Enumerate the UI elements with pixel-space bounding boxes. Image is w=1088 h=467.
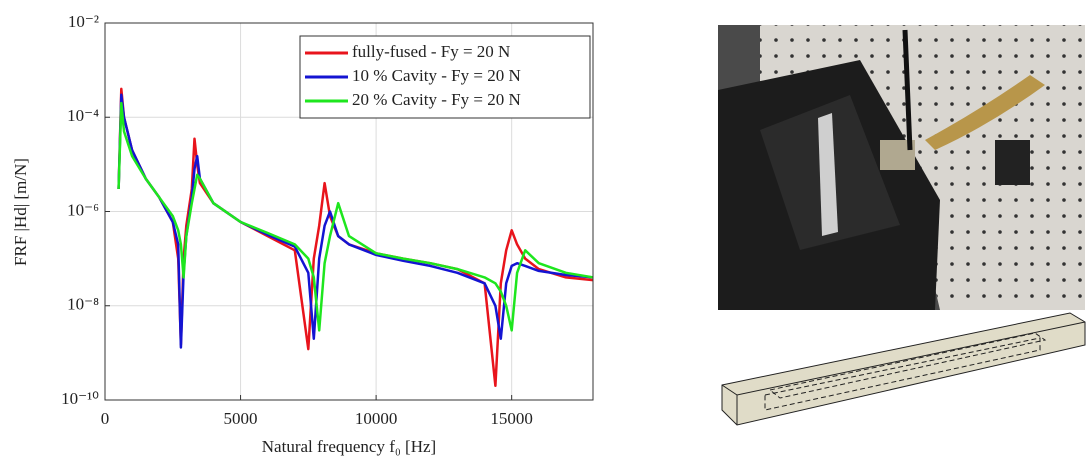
x-tick-label: 10000 (355, 409, 398, 428)
x-tick-label: 15000 (490, 409, 533, 428)
legend-label: 10 % Cavity - Fy = 20 N (352, 66, 521, 85)
y-tick-label: 10⁻⁴ (67, 106, 99, 125)
legend-label: 20 % Cavity - Fy = 20 N (352, 90, 521, 109)
x-tick-label: 0 (101, 409, 110, 428)
series-line (117, 93, 593, 349)
photo (718, 25, 1085, 310)
y-axis-label: FRF |Hd| [m/N] (11, 158, 30, 266)
arm (925, 75, 1045, 150)
cavity (764, 337, 1041, 411)
x-axis-label: Natural frequency f₀ [Hz] (262, 437, 436, 456)
y-tick-label: 10⁻² (68, 12, 99, 31)
legend-box (299, 35, 591, 119)
cavity-top (768, 332, 1047, 399)
y-tick-label: 10⁻¹⁰ (61, 389, 99, 408)
beam-body (721, 312, 1086, 426)
x-tick-label: 5000 (224, 409, 258, 428)
plot-frame (104, 22, 594, 401)
beam-drawing (721, 312, 1086, 426)
beam (818, 113, 838, 236)
legend-label: fully-fused - Fy = 20 N (352, 42, 510, 61)
magnet-base (995, 140, 1030, 185)
series-line (117, 101, 593, 332)
y-tick-label: 10⁻⁶ (67, 200, 99, 219)
stand (902, 29, 913, 151)
y-tick-label: 10⁻⁸ (67, 295, 99, 314)
